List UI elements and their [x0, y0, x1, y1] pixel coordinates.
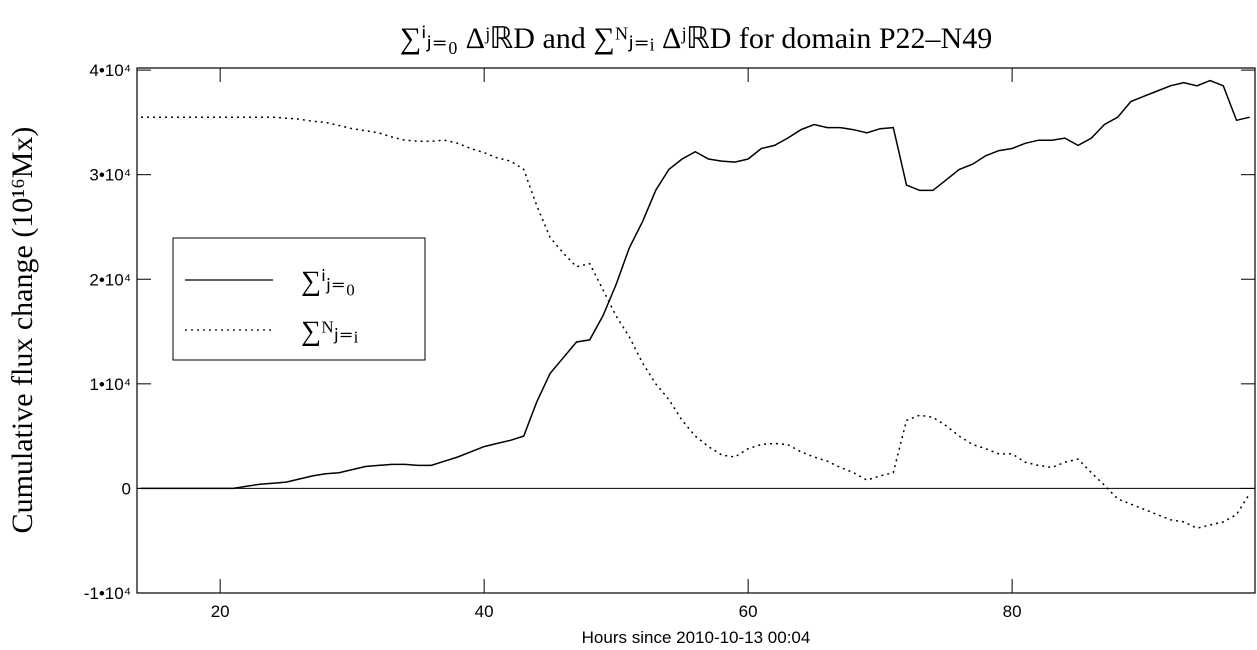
x-tick-label: 80	[1003, 602, 1022, 621]
x-tick-label: 60	[739, 602, 758, 621]
legend-label: ∑ⁱⱼ₌₀	[301, 266, 355, 297]
chart-title: ∑ⁱⱼ₌₀ ΔʲℝD and ∑ᴺⱼ₌ᵢ ΔʲℝD for domain P22…	[400, 22, 992, 55]
y-tick-label: 1•10⁴	[89, 375, 131, 394]
x-tick-label: 40	[475, 602, 494, 621]
y-axis-label: Cumulative flux change (10¹⁶Mx)	[6, 127, 39, 534]
plot-frame	[136, 67, 1256, 594]
legend-label: ∑ᴺⱼ₌ᵢ	[301, 316, 359, 347]
data-line	[141, 79, 1250, 490]
x-tick-label: 20	[211, 602, 230, 621]
legend-box	[172, 237, 426, 361]
y-tick-label: 2•10⁴	[89, 270, 131, 289]
y-tick-label: 0	[122, 479, 131, 498]
y-tick-label: 3•10⁴	[89, 166, 131, 185]
y-tick-label: -1•10⁴	[84, 584, 131, 603]
x-axis-label: Hours since 2010-10-13 00:04	[582, 628, 811, 647]
y-tick-label: 4•10⁴	[89, 61, 131, 80]
